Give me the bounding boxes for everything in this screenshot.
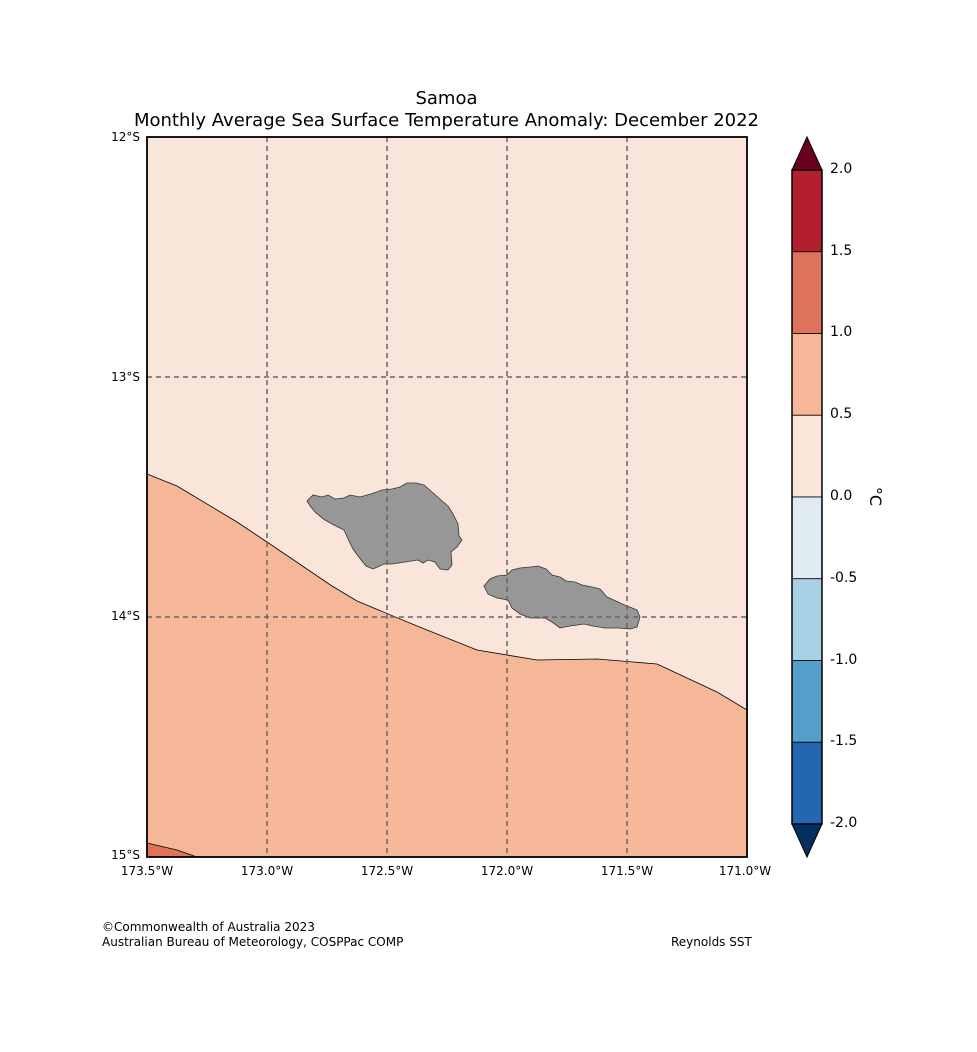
lat-label-15s: 15°S bbox=[111, 848, 140, 862]
colorbar-tick-neg-1.0: -1.0 bbox=[830, 652, 858, 668]
colorbar-segment-7 bbox=[791, 660, 823, 743]
colorbar-segment-3 bbox=[791, 333, 823, 416]
colorbar-tick-2.0: 2.0 bbox=[830, 161, 853, 177]
lon-label-173.5w: 173.5°W bbox=[120, 864, 174, 878]
colorbar-segment-8 bbox=[791, 741, 823, 825]
savaii-island bbox=[306, 482, 463, 571]
colorbar-unit-label: °C bbox=[866, 486, 886, 507]
lat-label-12s: 12°S bbox=[111, 130, 140, 144]
lon-label-171.0w: 171.0°W bbox=[718, 864, 772, 878]
colorbar-segment-1 bbox=[791, 169, 823, 253]
lat-label-13s: 13°S bbox=[111, 370, 140, 384]
upolu-island bbox=[483, 565, 641, 630]
map-title: Samoa bbox=[415, 88, 478, 109]
colorbar-segment-2 bbox=[791, 251, 823, 334]
map-frame bbox=[146, 136, 748, 858]
colorbar-tick-0.0: 0.0 bbox=[830, 488, 853, 504]
colorbar bbox=[791, 135, 823, 859]
colorbar-tick-0.5: 0.5 bbox=[830, 406, 853, 422]
colorbar-tick-1.0: 1.0 bbox=[830, 324, 853, 340]
agency-text: Australian Bureau of Meteorology, COSPPa… bbox=[102, 935, 404, 949]
map-subtitle: Monthly Average Sea Surface Temperature … bbox=[133, 110, 760, 131]
colorbar-tick-neg-2.0: -2.0 bbox=[830, 815, 858, 831]
data-source-text: Reynolds SST bbox=[671, 935, 752, 949]
copyright-text: ©Commonwealth of Australia 2023 bbox=[102, 920, 315, 934]
colorbar-under-arrow bbox=[791, 823, 823, 859]
colorbar-tick-neg-0.5: -0.5 bbox=[830, 570, 858, 586]
lat-label-14s: 14°S bbox=[111, 609, 140, 623]
colorbar-over-arrow bbox=[791, 135, 823, 171]
colorbar-tick-1.5: 1.5 bbox=[830, 243, 853, 259]
colorbar-segment-6 bbox=[791, 578, 823, 661]
lon-label-172.5w: 172.5°W bbox=[360, 864, 414, 878]
lon-label-172.0w: 172.0°W bbox=[480, 864, 534, 878]
lon-label-173.0w: 173.0°W bbox=[240, 864, 294, 878]
colorbar-segment-5 bbox=[791, 496, 823, 580]
colorbar-tick-neg-1.5: -1.5 bbox=[830, 733, 858, 749]
lon-label-171.5w: 171.5°W bbox=[600, 864, 654, 878]
gridlines bbox=[147, 137, 747, 857]
colorbar-segment-4 bbox=[791, 414, 823, 498]
colorbar-frame bbox=[791, 169, 823, 825]
